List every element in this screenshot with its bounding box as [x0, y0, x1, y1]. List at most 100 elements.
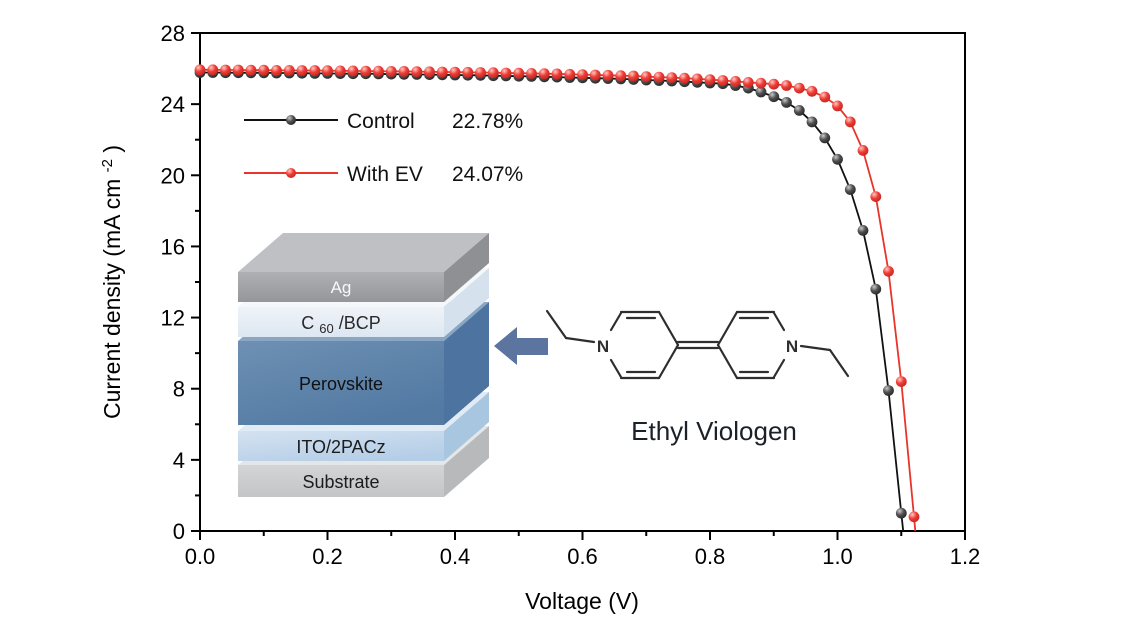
layer-c60-front	[238, 307, 444, 337]
layer-ito-label: ITO/2PACz	[296, 437, 385, 457]
bond	[716, 310, 739, 347]
data-point-marker	[679, 72, 690, 84]
data-point-marker	[691, 73, 703, 85]
y-axis-major-ticks	[191, 32, 200, 532]
data-point-marker	[373, 65, 384, 77]
data-point-marker	[806, 116, 818, 128]
layer-c60-side	[444, 268, 489, 337]
data-point-marker	[551, 68, 563, 80]
y-tick-label: 20	[161, 163, 185, 188]
bond	[716, 343, 739, 380]
data-point-marker	[895, 376, 907, 387]
x-axis-minor-ticks	[262, 531, 903, 536]
y-axis-title-main: Current density (mA cm	[99, 179, 125, 419]
data-point-marker	[717, 75, 729, 86]
data-point-marker	[755, 77, 767, 89]
legend-label-control: Control	[347, 110, 415, 133]
layer-substrate-side	[444, 426, 489, 497]
data-point-marker	[462, 66, 474, 78]
data-point-marker	[411, 66, 423, 77]
data-point-marker	[755, 86, 767, 98]
data-point-marker	[296, 65, 308, 76]
data-point-marker	[283, 65, 295, 76]
layer-c60-label-pre: C	[301, 313, 314, 333]
bond	[564, 336, 596, 344]
nitrogen-atom-label: N	[786, 337, 798, 356]
layer-ag-label: Ag	[331, 278, 352, 297]
nitrogen-atom-label: N	[597, 337, 609, 356]
bond	[772, 358, 786, 379]
y-axis-title-close: )	[99, 145, 125, 153]
bond	[657, 343, 680, 380]
layer-ag: Ag	[238, 233, 489, 302]
data-point-marker	[768, 78, 780, 90]
data-point-marker	[385, 66, 397, 77]
data-point-marker	[870, 191, 882, 203]
data-point-marker	[793, 82, 805, 94]
data-point-marker	[220, 64, 231, 76]
legend-efficiency-with-ev: 24.07%	[452, 163, 523, 186]
layer-ito-side	[444, 392, 489, 461]
data-point-marker	[653, 71, 665, 83]
data-point-marker	[602, 69, 614, 81]
y-tick-label: 8	[173, 377, 185, 402]
data-point-marker	[436, 66, 448, 78]
x-tick-label: 1.0	[822, 544, 853, 569]
data-point-marker	[500, 67, 512, 79]
data-point-marker	[526, 68, 537, 79]
layer-perovskite-front	[238, 341, 444, 425]
data-point-marker	[666, 72, 678, 83]
x-tick-label: 0.6	[567, 544, 598, 569]
y-tick-label: 16	[161, 234, 185, 259]
data-point-marker	[640, 71, 652, 82]
arrow-left-icon	[494, 327, 548, 365]
data-series-layer	[194, 64, 920, 532]
data-point-marker	[398, 66, 410, 77]
data-point-marker	[322, 65, 333, 77]
y-tick-label: 12	[161, 306, 185, 331]
jv-plot: 0.0 0.2 0.4 0.6 0.8 1.0 1.2 0 4 8 12 16 20 24 28 Volt…	[99, 21, 981, 614]
data-point-marker	[449, 66, 461, 78]
data-point-marker	[334, 65, 346, 77]
bond	[828, 348, 850, 378]
x-tick-label: 0.8	[695, 544, 726, 569]
x-tick-label: 1.2	[950, 544, 981, 569]
y-tick-label: 0	[173, 519, 185, 544]
layer-ag-top	[238, 233, 489, 272]
series-line-1	[200, 68, 917, 532]
data-point-marker	[360, 65, 372, 77]
x-axis-title: Voltage (V)	[525, 588, 639, 614]
legend-item-with-ev: With EV 24.07%	[244, 163, 523, 186]
bond	[799, 344, 832, 352]
data-point-marker	[832, 100, 843, 112]
y-axis-title-superscript: -2	[99, 159, 116, 172]
data-point-marker	[781, 80, 792, 91]
data-point-marker	[819, 91, 831, 103]
legend-marker-with-ev	[286, 168, 296, 178]
x-axis-tick-labels: 0.0 0.2 0.4 0.6 0.8 1.0 1.2	[185, 544, 981, 569]
data-point-marker	[742, 77, 754, 88]
molecule-name-label: Ethyl Viologen	[631, 416, 797, 446]
x-tick-label: 0.2	[312, 544, 343, 569]
legend-marker-control	[286, 115, 296, 125]
legend-item-control: Control 22.78%	[244, 110, 523, 133]
data-point-marker	[844, 184, 856, 195]
data-point-marker	[207, 64, 219, 76]
data-point-marker	[895, 507, 907, 519]
layer-ito-front	[238, 431, 444, 461]
data-point-marker	[245, 64, 257, 76]
layer-substrate-label: Substrate	[302, 472, 379, 492]
layer-ag-front	[238, 272, 444, 302]
bond	[545, 309, 568, 340]
y-tick-label: 4	[173, 448, 185, 473]
layer-perovskite-side	[444, 302, 489, 425]
data-point-marker	[513, 67, 525, 79]
data-point-marker	[704, 74, 716, 85]
molecule-structure: N N	[545, 309, 850, 380]
data-point-marker	[768, 91, 780, 103]
data-point-marker	[832, 153, 843, 165]
y-tick-label: 28	[161, 21, 185, 46]
data-point-marker	[781, 97, 792, 108]
x-tick-label: 0.0	[185, 544, 216, 569]
